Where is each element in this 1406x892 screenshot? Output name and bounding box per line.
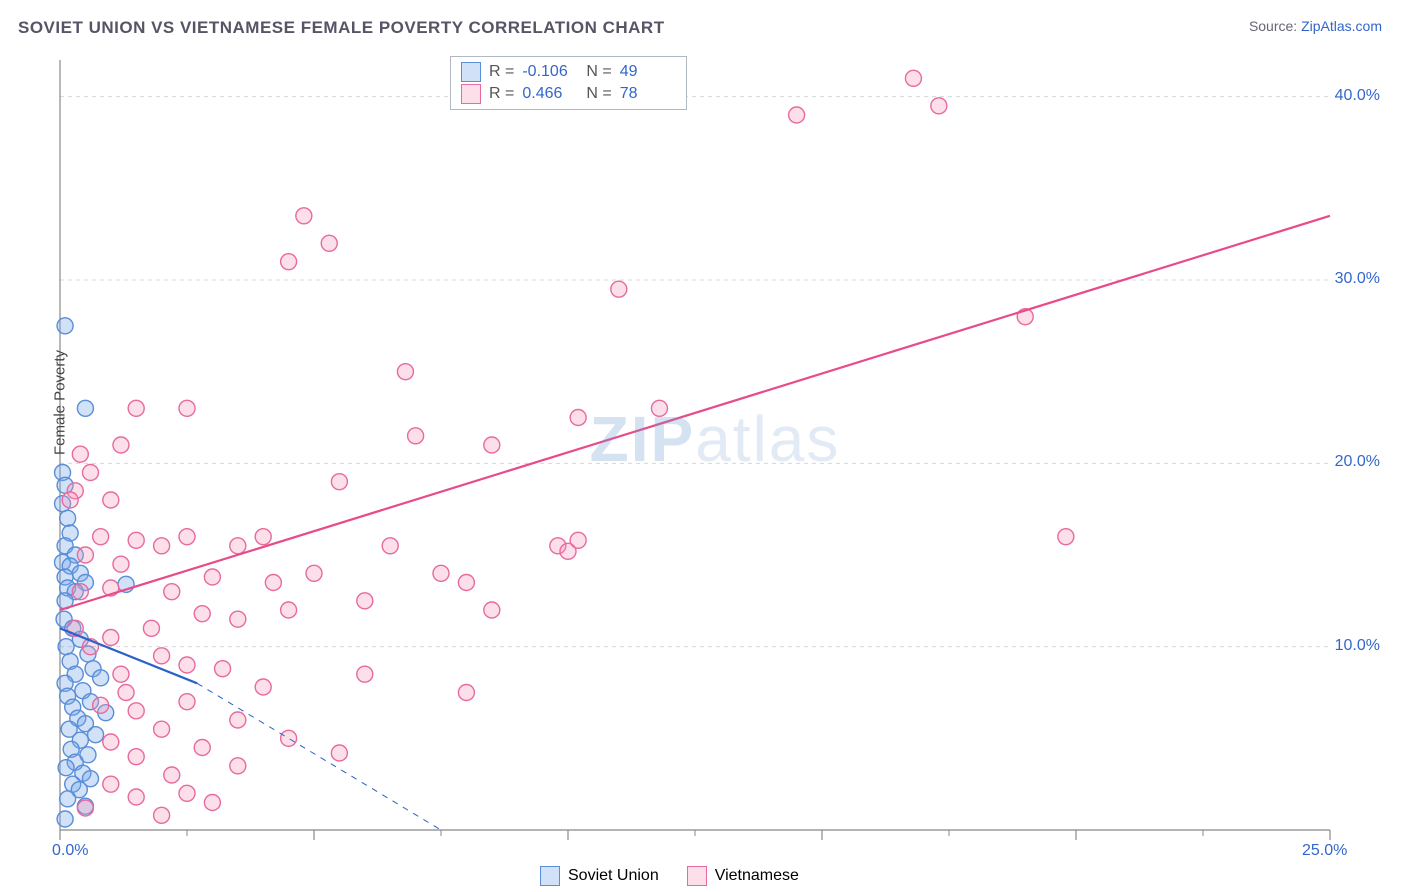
r-label: R = (489, 85, 514, 103)
series-legend-item: Soviet Union (540, 866, 659, 886)
r-value: 0.466 (522, 85, 578, 103)
y-axis-label: Female Poverty (52, 350, 69, 455)
series-legend: Soviet Union Vietnamese (540, 866, 799, 886)
source-attribution: Source: ZipAtlas.com (1249, 18, 1382, 34)
source-prefix: Source: (1249, 18, 1301, 34)
legend-swatch (461, 84, 481, 104)
source-link[interactable]: ZipAtlas.com (1301, 18, 1382, 34)
y-tick-label: 30.0% (1335, 270, 1380, 288)
series-legend-label: Soviet Union (568, 867, 659, 885)
r-value: -0.106 (522, 63, 578, 81)
scatter-chart (50, 50, 1380, 860)
n-value: 49 (620, 63, 676, 81)
correlation-legend-row: R = 0.466 N = 78 (461, 83, 676, 105)
y-tick-label: 10.0% (1335, 637, 1380, 655)
plot-area: Female Poverty ZIPatlas 10.0%20.0%30.0%4… (50, 50, 1380, 860)
n-label: N = (586, 63, 611, 81)
chart-container: SOVIET UNION VS VIETNAMESE FEMALE POVERT… (0, 0, 1406, 892)
series-legend-item: Vietnamese (687, 866, 799, 886)
legend-swatch (461, 62, 481, 82)
chart-title: SOVIET UNION VS VIETNAMESE FEMALE POVERT… (18, 18, 665, 38)
r-label: R = (489, 63, 514, 81)
x-tick-label: 25.0% (1302, 842, 1347, 862)
y-tick-label: 20.0% (1335, 453, 1380, 471)
legend-swatch (540, 866, 560, 886)
n-value: 78 (620, 85, 676, 103)
correlation-legend-row: R = -0.106 N = 49 (461, 61, 676, 83)
y-tick-label: 40.0% (1335, 87, 1380, 105)
correlation-legend: R = -0.106 N = 49 R = 0.466 N = 78 (450, 56, 687, 110)
legend-swatch (687, 866, 707, 886)
n-label: N = (586, 85, 611, 103)
x-tick-label: 0.0% (52, 842, 88, 862)
series-legend-label: Vietnamese (715, 867, 799, 885)
